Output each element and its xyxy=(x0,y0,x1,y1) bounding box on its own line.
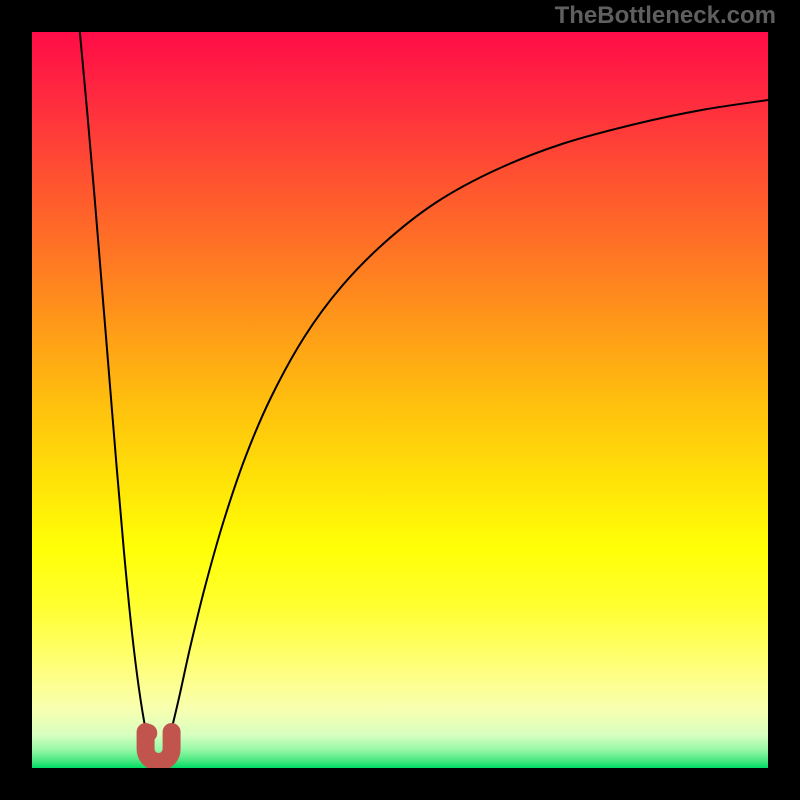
chart-root: TheBottleneck.com xyxy=(0,0,800,800)
watermark-text: TheBottleneck.com xyxy=(555,2,776,30)
dot-marker xyxy=(139,724,157,742)
plot-svg xyxy=(32,32,768,768)
gradient-background xyxy=(32,32,768,768)
plot-area xyxy=(32,32,768,768)
